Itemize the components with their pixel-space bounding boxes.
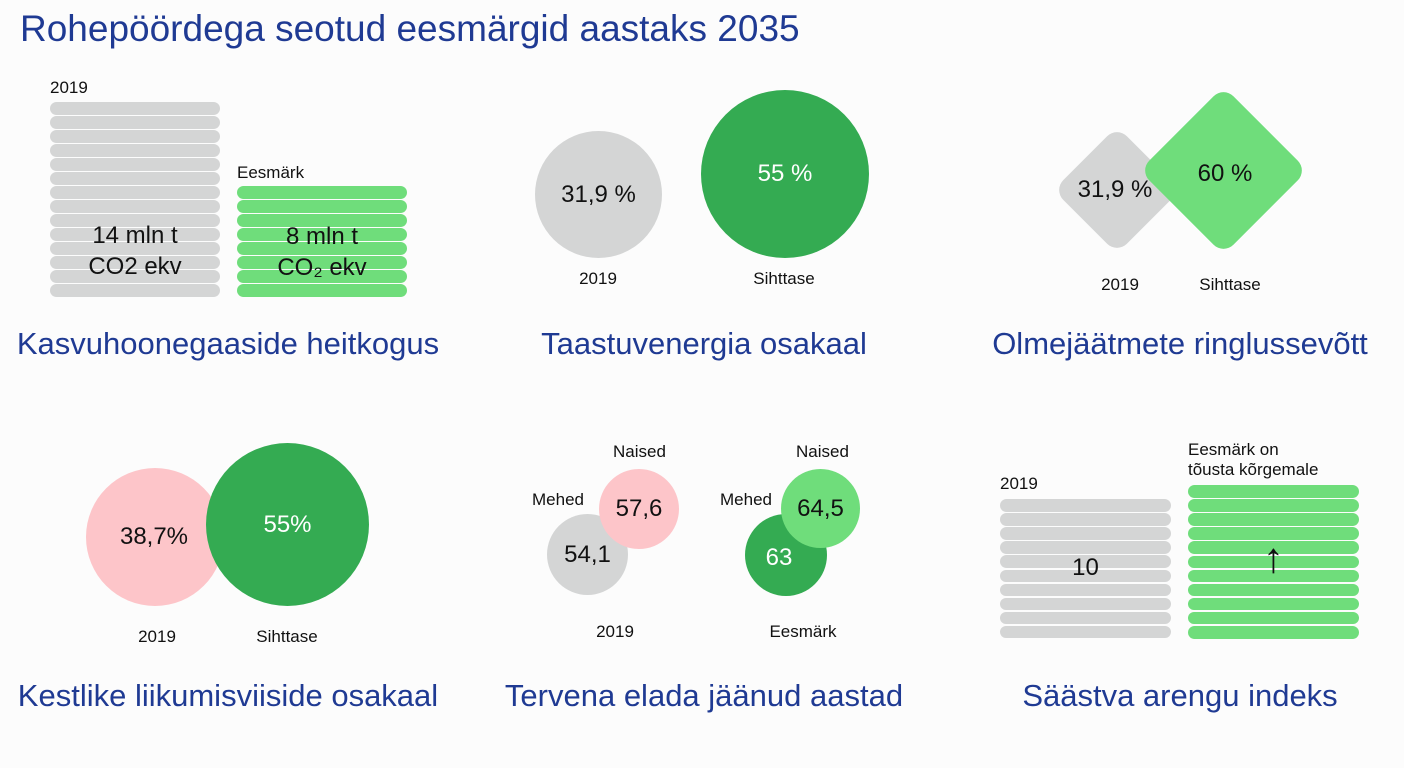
recycling-section-title: Olmejäätmete ringlussevõtt xyxy=(992,326,1368,361)
sdi-category-target: Eesmärk on tõusta kõrgemale xyxy=(1188,440,1318,480)
renewable-category-target: Sihttase xyxy=(753,269,815,288)
ghg-bar-2019-label-line1: 14 mln t xyxy=(92,222,178,249)
mobility-value-2019: 38,7% xyxy=(119,523,189,550)
sdi-category-target-line1: Eesmärk on xyxy=(1188,440,1279,459)
sdi-target-slice xyxy=(1188,597,1359,611)
up-arrow-icon: ↑ xyxy=(1263,534,1284,581)
sdi-2019-slice xyxy=(1000,527,1171,540)
hly-category-2019: 2019 xyxy=(596,622,634,641)
ghg-2019-slice xyxy=(50,200,220,213)
sdi-2019-slice xyxy=(1000,513,1171,526)
sdi-target-slice xyxy=(1188,527,1359,540)
ghg-target-slice xyxy=(237,214,407,227)
ghg-2019-slice xyxy=(50,116,220,129)
mobility-category-target: Sihttase xyxy=(256,627,318,646)
ghg-2019-slice xyxy=(50,284,220,297)
sdi-target-slice xyxy=(1188,485,1359,498)
ghg-2019-slice xyxy=(50,270,220,283)
ghg-bar-target-label: 8 mln t CO₂ ekv xyxy=(237,221,407,283)
sdi-target-slice xyxy=(1188,583,1359,597)
renewable-bubble-2019: 31,9 % xyxy=(535,131,662,258)
hly-series-men-2019: Mehed xyxy=(532,490,584,509)
ghg-target-slice xyxy=(237,284,407,297)
ghg-target-slice xyxy=(237,228,407,241)
sdi-section-title: Säästva arengu indeks xyxy=(1022,678,1338,713)
ghg-target-slice xyxy=(237,256,407,269)
ghg-bar-2019-label: 14 mln t CO2 ekv xyxy=(50,220,220,282)
page-title: Rohepöördega seotud eesmärgid aastaks 20… xyxy=(20,8,800,49)
hly-bubble-women-target: 64,5 xyxy=(781,469,860,548)
ghg-section-title: Kasvuhoonegaaside heitkogus xyxy=(16,326,440,361)
mobility-category-2019: 2019 xyxy=(138,627,176,646)
ghg-2019-slice xyxy=(50,130,220,143)
hly-value-men-target: 63 xyxy=(765,544,793,571)
hly-series-women-target: Naised xyxy=(796,442,849,461)
ghg-target-slice xyxy=(237,242,407,255)
ghg-target-slice xyxy=(237,270,407,283)
sdi-category-target-line2: tõusta kõrgemale xyxy=(1188,460,1319,479)
sdi-2019-slice xyxy=(1000,569,1171,582)
hly-series-men-target: Mehed xyxy=(720,490,772,509)
hly-series-women-2019: Naised xyxy=(613,442,666,461)
ghg-category-2019: 2019 xyxy=(50,78,88,97)
sdi-target-slice xyxy=(1188,499,1359,512)
sdi-target-slice xyxy=(1188,513,1359,526)
ghg-2019-slice xyxy=(50,256,220,269)
renewable-category-2019: 2019 xyxy=(579,269,617,288)
sdi-target-slice xyxy=(1188,611,1359,625)
sdi-category-2019: 2019 xyxy=(1000,474,1038,493)
ghg-bar-target-label-line2: CO₂ ekv xyxy=(277,254,367,281)
sdi-2019-slice xyxy=(1000,583,1171,597)
ghg-target-slice xyxy=(237,200,407,213)
sdi-bar-target: ↑ xyxy=(1188,485,1359,640)
sdi-2019-slice xyxy=(1000,555,1171,568)
recycling-category-2019: 2019 xyxy=(1101,275,1139,294)
ghg-2019-slice xyxy=(50,186,220,199)
sdi-target-slice xyxy=(1188,626,1359,639)
mobility-section-title: Kestlike liikumisviiside osakaal xyxy=(17,678,439,713)
hly-category-target: Eesmärk xyxy=(769,622,837,641)
ghg-bar-2019-label-line2: CO2 ekv xyxy=(88,253,182,280)
mobility-bubble-2019: 38,7% xyxy=(86,468,224,606)
sdi-2019-slice xyxy=(1000,499,1171,512)
ghg-2019-slice xyxy=(50,144,220,157)
ghg-2019-slice xyxy=(50,172,220,185)
ghg-target-slice xyxy=(237,186,407,199)
ghg-bar-target: 8 mln t CO₂ ekv xyxy=(237,186,407,298)
sdi-bar-2019: 10 xyxy=(1000,499,1171,640)
recycling-value-target: 60 % xyxy=(1197,160,1253,187)
ghg-bar-2019: 14 mln t CO2 ekv xyxy=(50,102,220,298)
renewable-bubble-target: 55 % xyxy=(701,90,869,258)
ghg-2019-slice xyxy=(50,242,220,255)
sdi-target-slice xyxy=(1188,541,1359,554)
renewable-section-title: Taastuvenergia osakaal xyxy=(541,326,867,361)
ghg-2019-slice xyxy=(50,228,220,241)
sdi-target-slice xyxy=(1188,569,1359,583)
sdi-2019-slice xyxy=(1000,597,1171,611)
ghg-category-target: Eesmärk xyxy=(237,163,305,182)
sdi-2019-slice xyxy=(1000,611,1171,625)
ghg-2019-slice xyxy=(50,158,220,171)
recycling-category-target: Sihttase xyxy=(1199,275,1261,294)
hly-bubble-women-2019: 57,6 xyxy=(599,469,679,549)
sdi-2019-slice xyxy=(1000,541,1171,554)
mobility-bubble-target: 55% xyxy=(206,443,369,606)
sdi-target-slice xyxy=(1188,555,1359,568)
hly-section-title: Tervena elada jäänud aastad xyxy=(504,678,904,713)
sdi-value-2019: 10 xyxy=(1072,554,1099,581)
ghg-2019-slice xyxy=(50,214,220,227)
ghg-bar-target-label-line1: 8 mln t xyxy=(285,223,359,250)
ghg-2019-slice xyxy=(50,102,220,115)
recycling-value-2019: 31,9 % xyxy=(1077,176,1153,203)
sdi-2019-slice xyxy=(1000,625,1171,639)
